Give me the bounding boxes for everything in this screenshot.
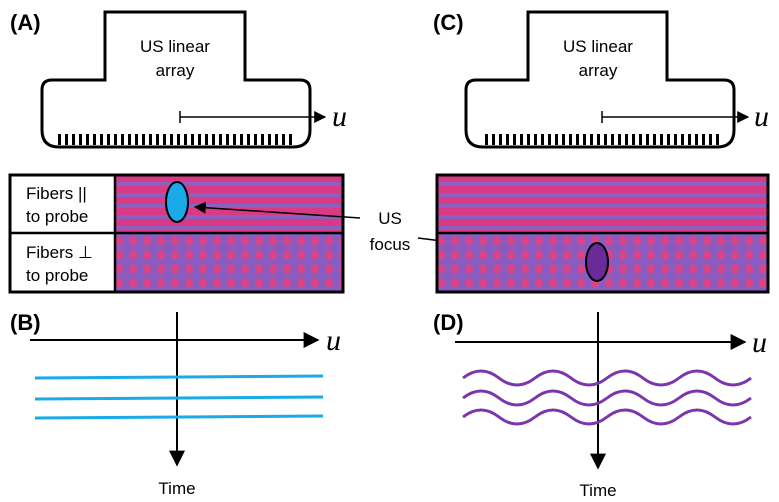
signal-line [463, 391, 751, 405]
signal-line [35, 397, 323, 399]
probe-label: US linear [563, 37, 633, 56]
signal-line [35, 416, 323, 418]
time-label: Time [579, 481, 616, 500]
panel-label: (A) [10, 10, 41, 35]
axis-label: u [326, 324, 341, 357]
probe-elements [481, 134, 719, 145]
probe-elements [57, 134, 295, 145]
focus-label: US [378, 209, 402, 228]
panel-label: (C) [433, 10, 464, 35]
probe-label: US linear [140, 37, 210, 56]
us-focus [586, 243, 608, 281]
focus-label: focus [370, 235, 411, 254]
fibers-parallel [437, 175, 768, 233]
figure: (A) US linear array u Fibers || to probe… [0, 0, 779, 502]
signal-line [35, 376, 323, 378]
us-focus [166, 182, 188, 222]
panel-label: (D) [433, 310, 464, 335]
fibers-label: to probe [26, 266, 88, 285]
fibers-label: Fibers || [26, 184, 87, 203]
panel-label: (B) [10, 310, 41, 335]
axis-label: u [752, 326, 767, 359]
fibers-label: Fibers ⊥ [26, 243, 93, 262]
signal-line [463, 371, 751, 385]
fibers-parallel [115, 175, 343, 233]
signal-line [463, 410, 751, 424]
probe-label: array [156, 61, 195, 80]
axis-label: u [332, 100, 347, 133]
probe-label: array [579, 61, 618, 80]
fibers-label: to probe [26, 207, 88, 226]
axis-label: u [754, 100, 769, 133]
fibers-perpendicular [115, 234, 343, 292]
time-label: Time [158, 479, 195, 498]
